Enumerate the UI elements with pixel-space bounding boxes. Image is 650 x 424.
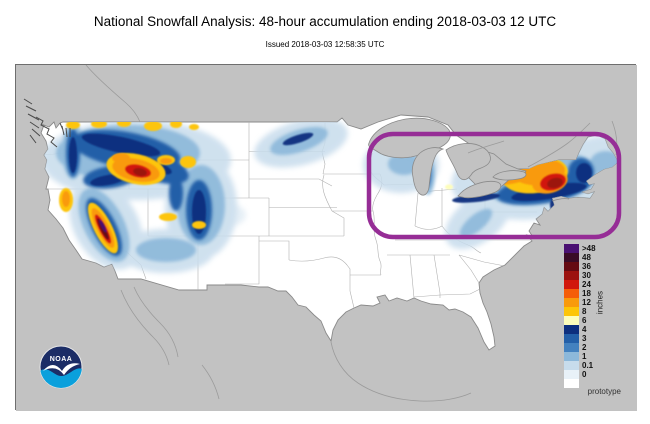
legend-entry: 8	[564, 307, 634, 316]
legend-label: 8	[582, 307, 587, 316]
legend-entry: 18	[564, 289, 634, 298]
great-lakes	[368, 117, 527, 199]
legend-swatch	[564, 334, 579, 343]
legend-swatch	[564, 361, 579, 370]
legend-swatch	[564, 244, 579, 253]
legend-swatch	[564, 343, 579, 352]
legend-label: 2	[582, 343, 587, 352]
legend-label: 36	[582, 262, 591, 271]
legend-swatch	[564, 253, 579, 262]
legend-label: 48	[582, 253, 591, 262]
legend-entry: 2	[564, 343, 634, 352]
legend-label: 4	[582, 325, 587, 334]
issued-timestamp: Issued 2018-03-03 12:58:35 UTC	[265, 40, 385, 49]
legend-label: 30	[582, 271, 591, 280]
legend-label: 0.1	[582, 361, 594, 370]
legend-entry: 48	[564, 253, 634, 262]
legend-swatch	[564, 370, 579, 379]
highlight-box	[366, 131, 622, 240]
snowfall-map: >48 48 36 30 24 18 12 8 6 4 3 2 1 0.1 0 inches prototy…	[15, 64, 637, 411]
lake-michigan	[411, 147, 445, 196]
legend-entry: 1	[564, 352, 634, 361]
legend-label: >48	[582, 244, 596, 253]
lake-huron	[445, 143, 491, 181]
legend-label: 24	[582, 280, 591, 289]
legend-swatch	[564, 280, 579, 289]
legend-label: 18	[582, 289, 591, 298]
legend-swatch	[564, 352, 579, 361]
legend-entry	[564, 379, 634, 388]
long-island-coast	[551, 198, 570, 202]
legend-entry: >48	[564, 244, 634, 253]
legend-label: 0	[582, 370, 587, 379]
legend-swatch	[564, 271, 579, 280]
legend-swatch	[564, 379, 579, 388]
legend-entry: 6	[564, 316, 634, 325]
noaa-gull-icon	[43, 363, 80, 375]
legend-entry: 0.1	[564, 361, 634, 370]
fjord-coast-detail	[23, 98, 71, 148]
prototype-label: prototype	[587, 387, 621, 396]
lake-ontario	[492, 170, 527, 181]
legend-label: 3	[582, 334, 587, 343]
legend-colorbar: >48 48 36 30 24 18 12 8 6 4 3 2 1 0.1 0	[564, 244, 634, 388]
legend-entry: 4	[564, 325, 634, 334]
lake-erie	[457, 180, 502, 199]
legend-swatch	[564, 262, 579, 271]
legend-entry: 12	[564, 298, 634, 307]
foreign-borders	[85, 65, 618, 402]
legend-swatch	[564, 325, 579, 334]
legend-label: 6	[582, 316, 587, 325]
legend-swatch	[564, 298, 579, 307]
page-title: National Snowfall Analysis: 48-hour accu…	[93, 14, 557, 29]
legend-label: 1	[582, 352, 587, 361]
legend-unit-label: inches	[595, 290, 605, 315]
legend-swatch	[564, 316, 579, 325]
noaa-logo-text: NOAA	[50, 356, 73, 363]
legend-entry: 36	[564, 262, 634, 271]
map-canvas	[16, 65, 637, 411]
legend-swatch	[564, 289, 579, 298]
legend-swatch	[564, 307, 579, 316]
legend-entry: 24	[564, 280, 634, 289]
legend-entry: 3	[564, 334, 634, 343]
noaa-logo: NOAA	[39, 345, 83, 389]
legend-label: 12	[582, 298, 591, 307]
legend-entry: 0	[564, 370, 634, 379]
legend-entry: 30	[564, 271, 634, 280]
